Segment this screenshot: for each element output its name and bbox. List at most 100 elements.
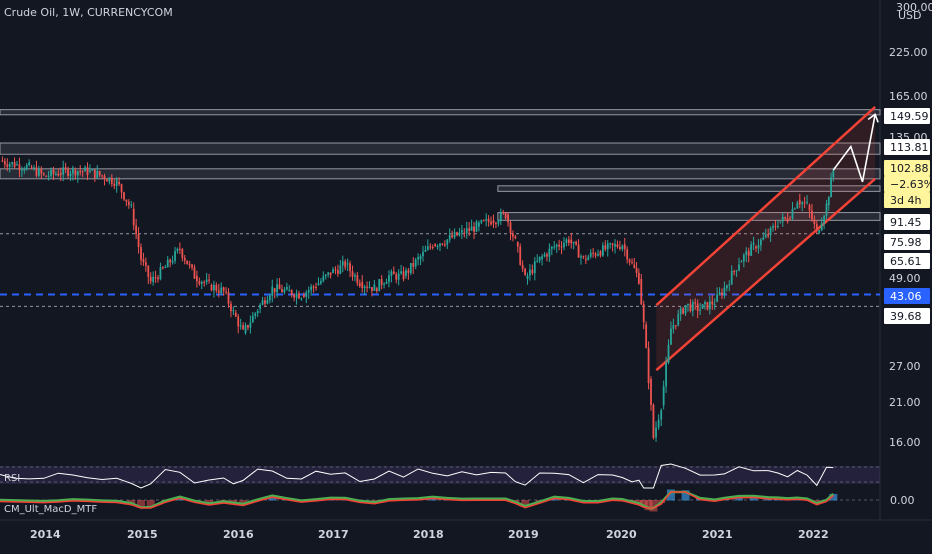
candle-body[interactable] bbox=[388, 275, 390, 283]
candle-body[interactable] bbox=[762, 237, 765, 240]
candle-body[interactable] bbox=[480, 220, 483, 223]
candle-body[interactable] bbox=[344, 261, 347, 268]
candle-body[interactable] bbox=[626, 249, 629, 260]
candle-body[interactable] bbox=[565, 239, 568, 243]
candle-body[interactable] bbox=[723, 287, 726, 296]
candle-body[interactable] bbox=[806, 201, 808, 203]
candle-body[interactable] bbox=[144, 262, 147, 266]
candle-body[interactable] bbox=[412, 263, 415, 267]
candle-body[interactable] bbox=[390, 271, 393, 276]
candle-body[interactable] bbox=[149, 276, 152, 282]
candle-body[interactable] bbox=[541, 256, 543, 260]
candle-body[interactable] bbox=[473, 226, 475, 232]
candle-body[interactable] bbox=[606, 243, 609, 250]
candle-body[interactable] bbox=[811, 210, 813, 220]
candle-body[interactable] bbox=[230, 303, 232, 312]
candle-body[interactable] bbox=[42, 173, 45, 175]
candle-body[interactable] bbox=[356, 275, 359, 284]
candle-body[interactable] bbox=[193, 267, 196, 279]
candle-body[interactable] bbox=[529, 269, 531, 276]
candle-body[interactable] bbox=[247, 325, 249, 328]
candle-body[interactable] bbox=[665, 362, 667, 387]
candle-body[interactable] bbox=[166, 259, 169, 268]
candle-body[interactable] bbox=[696, 303, 699, 311]
candle-body[interactable] bbox=[161, 267, 164, 269]
candle-body[interactable] bbox=[8, 164, 11, 167]
candle-body[interactable] bbox=[127, 201, 130, 205]
candle-body[interactable] bbox=[171, 260, 174, 263]
candle-body[interactable] bbox=[808, 205, 811, 211]
candle-body[interactable] bbox=[570, 239, 573, 244]
candle-body[interactable] bbox=[317, 283, 320, 286]
candle-body[interactable] bbox=[477, 222, 480, 227]
candle-body[interactable] bbox=[154, 276, 157, 278]
candle-body[interactable] bbox=[140, 247, 142, 261]
candle-body[interactable] bbox=[315, 286, 317, 288]
candle-body[interactable] bbox=[745, 251, 748, 256]
candle-body[interactable] bbox=[72, 167, 74, 174]
candle-body[interactable] bbox=[623, 244, 626, 250]
candle-body[interactable] bbox=[385, 282, 388, 284]
candle-body[interactable] bbox=[657, 419, 660, 428]
candle-body[interactable] bbox=[30, 167, 33, 169]
candle-body[interactable] bbox=[655, 427, 657, 438]
candle-body[interactable] bbox=[84, 167, 86, 172]
candle-body[interactable] bbox=[628, 259, 631, 263]
candle-body[interactable] bbox=[142, 259, 145, 263]
candle-body[interactable] bbox=[475, 221, 478, 232]
candle-body[interactable] bbox=[35, 167, 38, 176]
candle-body[interactable] bbox=[708, 301, 711, 310]
candle-body[interactable] bbox=[256, 310, 259, 314]
resistance-zone[interactable] bbox=[497, 212, 881, 221]
candle-body[interactable] bbox=[504, 212, 507, 219]
candle-body[interactable] bbox=[354, 275, 356, 277]
candle-body[interactable] bbox=[283, 289, 286, 293]
candle-body[interactable] bbox=[550, 246, 553, 249]
candle-body[interactable] bbox=[293, 295, 296, 298]
candle-body[interactable] bbox=[213, 284, 215, 291]
candle-body[interactable] bbox=[232, 310, 235, 312]
candle-body[interactable] bbox=[271, 286, 274, 296]
candle-body[interactable] bbox=[448, 235, 451, 240]
candle-body[interactable] bbox=[767, 234, 770, 237]
candle-body[interactable] bbox=[89, 170, 91, 172]
candle-body[interactable] bbox=[200, 282, 203, 284]
candle-body[interactable] bbox=[543, 254, 546, 257]
candle-body[interactable] bbox=[137, 234, 140, 248]
candle-body[interactable] bbox=[52, 169, 55, 174]
candle-body[interactable] bbox=[361, 281, 364, 289]
candle-body[interactable] bbox=[458, 232, 461, 236]
candle-body[interactable] bbox=[453, 232, 456, 238]
candle-body[interactable] bbox=[322, 276, 325, 282]
candle-body[interactable] bbox=[183, 257, 186, 261]
candle-body[interactable] bbox=[637, 272, 640, 284]
candle-body[interactable] bbox=[757, 245, 760, 249]
candle-body[interactable] bbox=[244, 325, 247, 333]
candle-body[interactable] bbox=[740, 261, 743, 263]
rsi-line[interactable] bbox=[0, 463, 834, 489]
candle-body[interactable] bbox=[572, 241, 575, 244]
candle-body[interactable] bbox=[704, 302, 706, 305]
candle-body[interactable] bbox=[687, 303, 689, 306]
candle-body[interactable] bbox=[516, 241, 519, 247]
candle-body[interactable] bbox=[174, 251, 176, 261]
candle-body[interactable] bbox=[188, 264, 191, 266]
candle-body[interactable] bbox=[266, 300, 269, 304]
candle-body[interactable] bbox=[670, 328, 672, 345]
resistance-zone[interactable] bbox=[0, 109, 881, 116]
candle-body[interactable] bbox=[98, 171, 101, 176]
candle-body[interactable] bbox=[429, 246, 432, 248]
candle-body[interactable] bbox=[640, 278, 643, 305]
candle-body[interactable] bbox=[239, 325, 242, 327]
candle-body[interactable] bbox=[798, 199, 801, 205]
candle-body[interactable] bbox=[176, 248, 179, 252]
candle-body[interactable] bbox=[74, 170, 77, 176]
candle-body[interactable] bbox=[217, 290, 220, 293]
candle-body[interactable] bbox=[123, 192, 125, 200]
candle-body[interactable] bbox=[164, 267, 167, 269]
candle-body[interactable] bbox=[273, 288, 276, 293]
candle-body[interactable] bbox=[451, 235, 454, 238]
candle-body[interactable] bbox=[276, 284, 279, 293]
candle-body[interactable] bbox=[178, 248, 181, 250]
candle-body[interactable] bbox=[407, 270, 410, 273]
